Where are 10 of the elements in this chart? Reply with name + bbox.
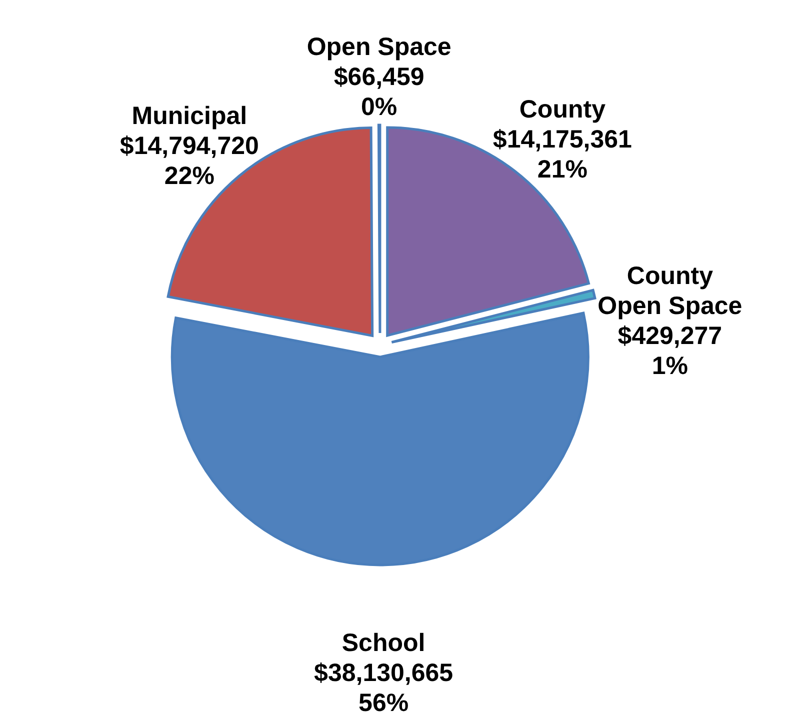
slice-label: School bbox=[342, 628, 426, 657]
data-label: $66,459 0% bbox=[334, 63, 424, 121]
data-label: $429,277 1% bbox=[618, 322, 722, 380]
slice-label: Open Space bbox=[306, 33, 452, 61]
slice-label: Municipal bbox=[132, 102, 248, 130]
data-label: $38,130,665 56% bbox=[314, 658, 454, 714]
slice-label: County Open Space bbox=[598, 262, 742, 320]
data-label: $14,794,720 22% bbox=[120, 132, 259, 190]
slice-label: County bbox=[519, 95, 606, 124]
data-label: $14,175,361 21% bbox=[492, 125, 632, 184]
